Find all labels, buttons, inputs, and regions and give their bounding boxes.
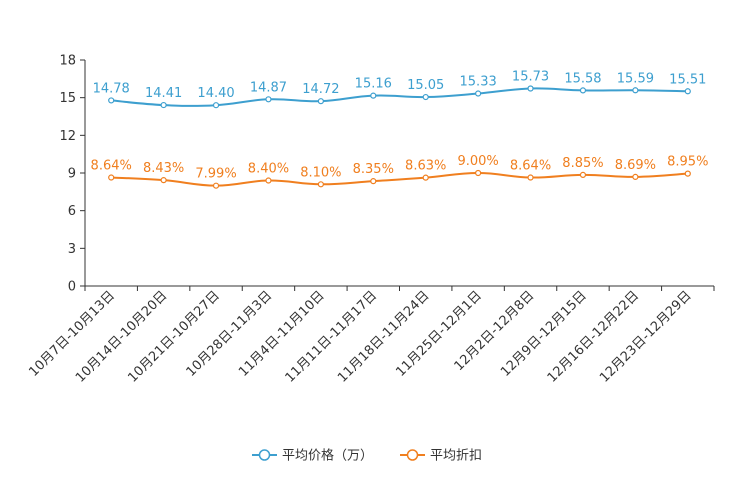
series-0: 14.78 14.41 14.40 14.87 14.72 15.16 15.05 15.33…: [93, 70, 706, 109]
x-tick-label: 10月14日-10月20日: [73, 288, 170, 385]
data-point[interactable]: [422, 93, 429, 101]
data-label: 15.73: [512, 70, 549, 85]
y-axis-ticks: 0 3 6 9 12 15 18: [59, 54, 85, 295]
data-point[interactable]: [684, 88, 691, 95]
data-label: 8.35%: [353, 162, 394, 177]
data-point[interactable]: [579, 171, 587, 178]
data-point[interactable]: [212, 102, 220, 109]
x-tick-label: 11月18日-11月24日: [335, 288, 432, 385]
legend-item-1[interactable]: 平均折扣: [400, 449, 482, 464]
data-point[interactable]: [370, 178, 377, 185]
data-label: 8.85%: [562, 156, 603, 171]
data-label: 15.16: [355, 77, 392, 92]
data-point[interactable]: [160, 177, 167, 184]
y-tick-label: 18: [59, 54, 76, 69]
data-point[interactable]: [317, 98, 324, 105]
legend[interactable]: 平均价格（万） 平均折扣: [252, 448, 482, 464]
data-point[interactable]: [108, 174, 115, 181]
data-label: 8.95%: [667, 155, 708, 170]
data-label: 14.41: [145, 86, 182, 101]
data-label: 8.40%: [248, 162, 289, 177]
x-tick-label: 10月7日-10月13日: [26, 288, 118, 380]
data-label: 14.72: [302, 82, 339, 97]
x-axis-ticks: 10月7日-10月13日10月14日-10月20日10月21日-10月27日10…: [26, 286, 715, 386]
y-tick-label: 12: [59, 129, 76, 144]
data-point[interactable]: [160, 101, 167, 109]
data-point[interactable]: [527, 85, 534, 92]
data-point[interactable]: [527, 174, 534, 181]
data-label: 14.78: [93, 81, 130, 96]
legend-marker: [406, 449, 419, 461]
data-point[interactable]: [265, 177, 272, 184]
data-point[interactable]: [317, 181, 324, 188]
legend-item-0[interactable]: 平均价格（万）: [252, 448, 373, 464]
x-tick-label: 10月21日-10月27日: [125, 288, 222, 385]
series: 14.78 14.41 14.40 14.87 14.72 15.16 15.05 15.33…: [91, 70, 708, 189]
data-label: 15.33: [460, 75, 497, 90]
legend-label: 平均折扣: [430, 449, 482, 464]
data-label: 8.10%: [300, 165, 341, 180]
x-tick-label: 11月11日-11月17日: [283, 288, 380, 385]
data-point[interactable]: [475, 169, 482, 177]
data-point[interactable]: [422, 174, 429, 181]
data-point[interactable]: [475, 90, 482, 97]
y-tick-label: 0: [68, 280, 76, 295]
data-point[interactable]: [579, 87, 587, 94]
y-tick-label: 3: [68, 242, 76, 257]
series-1: 8.64% 8.43% 7.99% 8.40% 8.10% 8.35% 8.63% 9.00%…: [91, 154, 708, 189]
series-line: [111, 87, 688, 107]
y-tick-label: 9: [68, 167, 76, 182]
data-label: 7.99%: [195, 167, 236, 182]
data-label: 15.58: [564, 71, 601, 86]
y-tick-label: 15: [59, 91, 76, 106]
data-label: 14.40: [197, 86, 234, 101]
data-point[interactable]: [632, 173, 639, 180]
data-label: 14.87: [250, 80, 287, 95]
data-label: 8.64%: [510, 159, 551, 174]
data-label: 15.59: [617, 71, 654, 86]
x-tick-label: 12月16日-12月22日: [545, 288, 642, 385]
legend-marker: [258, 449, 271, 461]
data-label: 8.69%: [615, 158, 656, 173]
data-point[interactable]: [632, 87, 639, 94]
data-point[interactable]: [265, 96, 272, 103]
y-tick-label: 6: [68, 204, 76, 219]
x-tick-label: 12月23日-12月29日: [597, 288, 694, 385]
data-point[interactable]: [108, 97, 115, 104]
data-label: 9.00%: [457, 154, 498, 169]
data-label: 8.43%: [143, 161, 184, 176]
legend-label: 平均价格（万）: [282, 448, 373, 464]
data-label: 8.64%: [91, 159, 132, 174]
data-point[interactable]: [212, 182, 220, 189]
data-label: 8.63%: [405, 159, 446, 174]
data-point[interactable]: [684, 170, 691, 177]
data-label: 15.51: [669, 72, 706, 87]
series-line: [111, 171, 688, 187]
data-label: 15.05: [407, 78, 444, 93]
data-point[interactable]: [370, 92, 377, 99]
